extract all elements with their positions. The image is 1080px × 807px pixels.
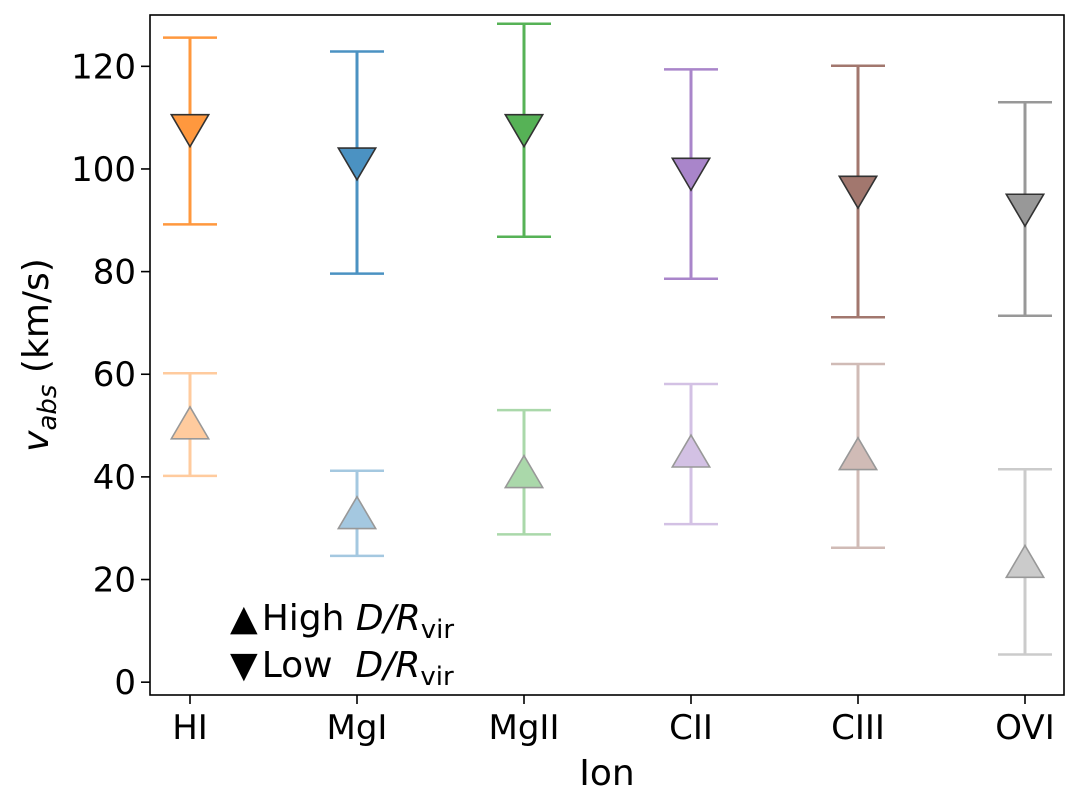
x-axis: HI MgI MgII CII CIII OVI	[172, 695, 1055, 748]
marker-high-OVI	[1004, 543, 1046, 579]
y-axis-title-unit: (km/s)	[16, 258, 57, 384]
point-group-high-OVI	[998, 467, 1052, 656]
point-group-high-CIII	[831, 362, 885, 549]
x-tick-label-OVI: OVI	[995, 708, 1054, 748]
marker-high-MgII	[503, 454, 545, 489]
y-tick-label-100: 100	[71, 150, 136, 190]
legend-label-high-prefix: High	[262, 598, 356, 639]
legend: ▲ High D/Rvir ▼ Low D/Rvir	[230, 598, 454, 692]
marker-low-MgII	[503, 113, 545, 149]
x-tick-label-MgII: MgII	[489, 708, 560, 748]
point-group-high-MgII	[497, 408, 551, 536]
marker-high-MgI	[336, 495, 378, 530]
x-axis-title: Ion	[579, 753, 634, 794]
y-tick-label-20: 20	[93, 561, 136, 601]
point-group-high-CII	[664, 382, 718, 526]
point-group-high-HI	[163, 371, 217, 478]
legend-label-low-math: D/R	[355, 645, 420, 686]
legend-entry-low: ▼ Low D/Rvir	[230, 645, 454, 692]
marker-high-CIII	[837, 436, 879, 471]
y-axis: 0 20 40 60 80 100 120	[71, 47, 150, 703]
marker-low-HI	[169, 113, 211, 149]
legend-label-low-sub: vir	[420, 662, 454, 692]
point-group-high-MgI	[330, 469, 384, 558]
point-group-low-HI	[163, 36, 217, 226]
point-group-low-MgII	[497, 22, 551, 238]
x-tick-label-CIII: CIII	[831, 708, 885, 748]
x-tick-label-MgI: MgI	[327, 708, 388, 748]
y-tick-label-0: 0	[114, 663, 136, 703]
marker-high-HI	[169, 405, 211, 440]
y-tick-label-60: 60	[93, 355, 136, 395]
legend-label-high-sub: vir	[421, 615, 455, 645]
y-tick-label-40: 40	[93, 458, 136, 498]
legend-entry-high: ▲ High D/Rvir	[230, 598, 454, 645]
marker-high-CII	[670, 433, 712, 468]
legend-label-high-math: D/R	[356, 598, 421, 639]
x-tick-label-HI: HI	[172, 708, 208, 748]
axes-frame	[149, 14, 1065, 696]
plot-area	[163, 22, 1052, 656]
marker-low-CII	[670, 157, 712, 192]
point-group-low-OVI	[998, 100, 1052, 317]
marker-low-MgI	[336, 147, 378, 182]
x-tick-label-CII: CII	[669, 708, 713, 748]
legend-label-low-prefix: Low	[262, 645, 356, 686]
y-tick-label-120: 120	[71, 47, 136, 87]
marker-low-CIII	[837, 175, 879, 210]
y-axis-title-var: v	[16, 430, 57, 452]
point-group-low-CIII	[831, 64, 885, 319]
legend-marker-high: ▲	[230, 598, 258, 639]
point-group-low-CII	[664, 68, 718, 281]
y-tick-label-80: 80	[93, 253, 136, 293]
marker-low-OVI	[1004, 193, 1046, 228]
point-group-low-MgI	[330, 50, 384, 275]
y-axis-title-sub: abs	[33, 385, 63, 431]
y-axis-title: vabs (km/s)	[16, 258, 63, 452]
legend-marker-low: ▼	[230, 645, 258, 686]
